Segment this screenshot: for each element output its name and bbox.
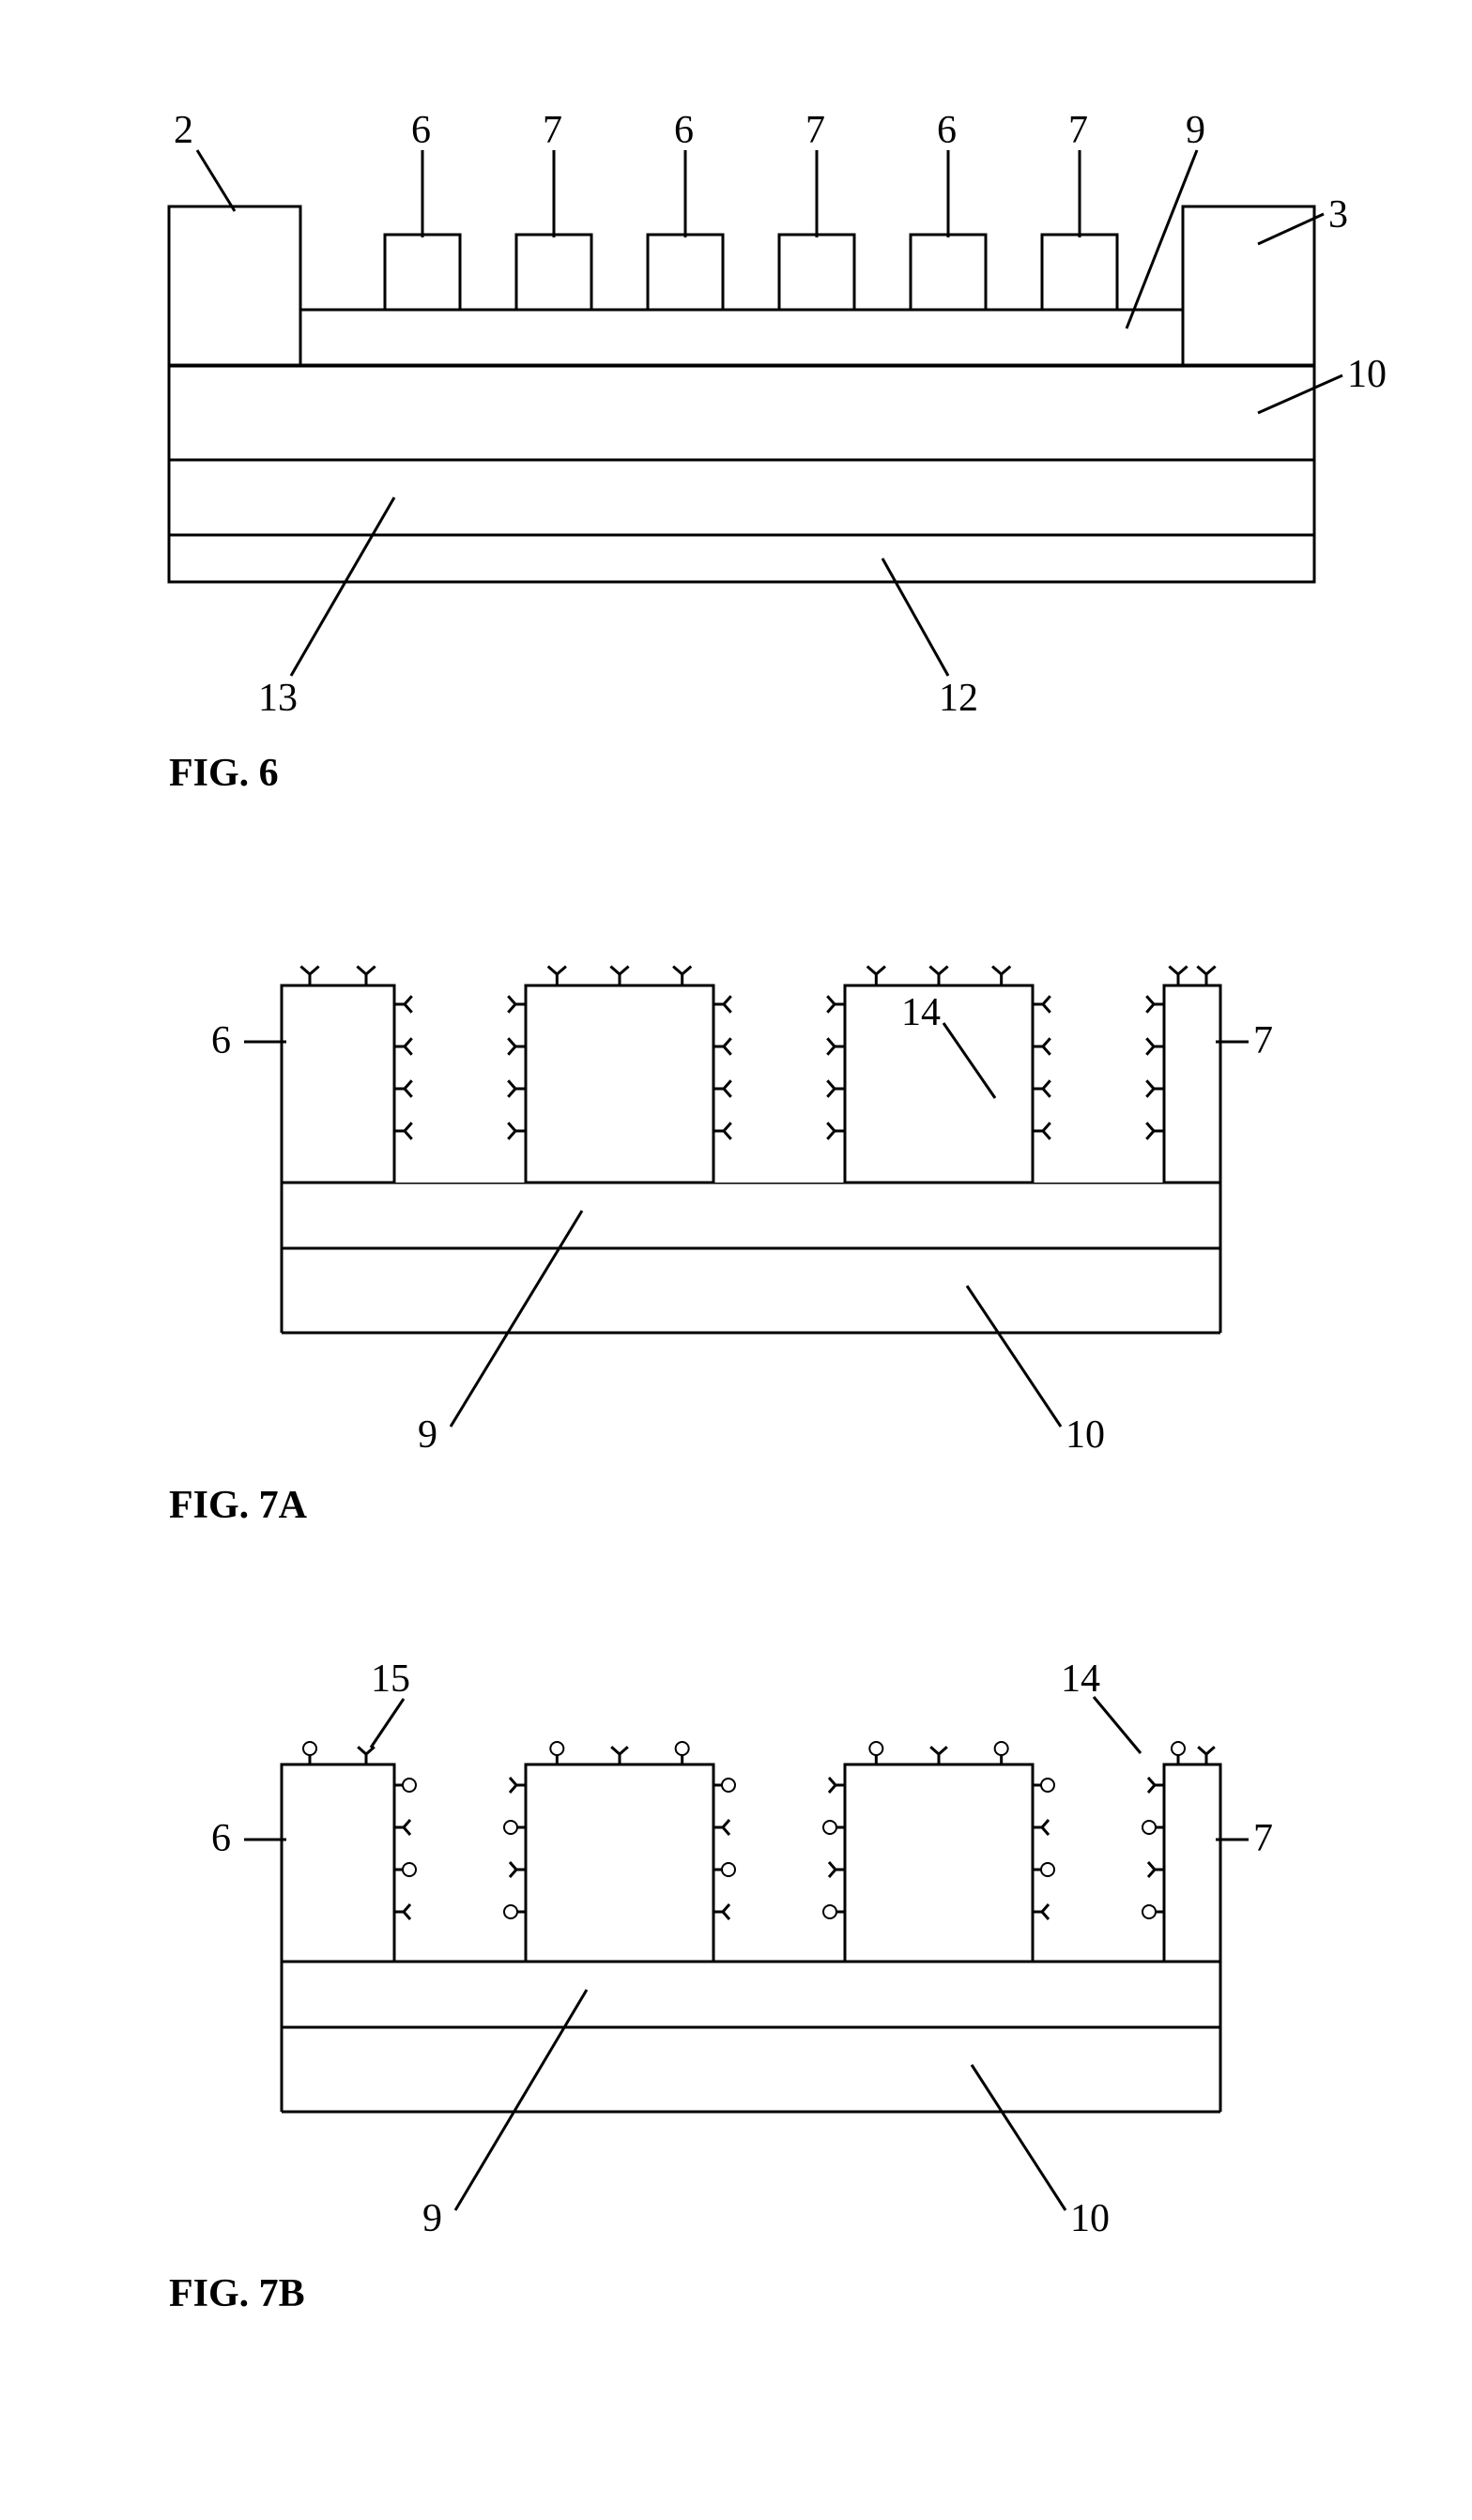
label-7: 7	[805, 108, 825, 153]
label-9: 9	[422, 2196, 442, 2241]
label-FIG. 6: FIG. 6	[169, 751, 279, 796]
label-FIG. 7A: FIG. 7A	[169, 1483, 307, 1528]
label-9: 9	[1186, 108, 1205, 153]
label-7: 7	[1068, 108, 1088, 153]
label-6: 6	[211, 1816, 231, 1861]
label-7: 7	[1253, 1018, 1273, 1063]
label-FIG. 7B: FIG. 7B	[169, 2271, 305, 2316]
fig-7a-diagram	[169, 901, 1342, 1483]
label-6: 6	[674, 108, 694, 153]
label-2: 2	[174, 108, 193, 153]
label-10: 10	[1070, 2196, 1110, 2241]
label-15: 15	[371, 1657, 410, 1702]
label-9: 9	[418, 1413, 437, 1458]
label-12: 12	[939, 676, 978, 721]
label-10: 10	[1066, 1413, 1105, 1458]
label-6: 6	[411, 108, 431, 153]
label-6: 6	[211, 1018, 231, 1063]
fig-7b-diagram	[169, 1633, 1342, 2271]
label-14: 14	[1061, 1657, 1100, 1702]
label-6: 6	[937, 108, 957, 153]
label-14: 14	[901, 990, 941, 1035]
label-7: 7	[543, 108, 562, 153]
label-7: 7	[1253, 1816, 1273, 1861]
label-13: 13	[258, 676, 298, 721]
label-3: 3	[1328, 192, 1348, 237]
label-10: 10	[1347, 352, 1387, 397]
fig-6-diagram	[113, 94, 1380, 704]
